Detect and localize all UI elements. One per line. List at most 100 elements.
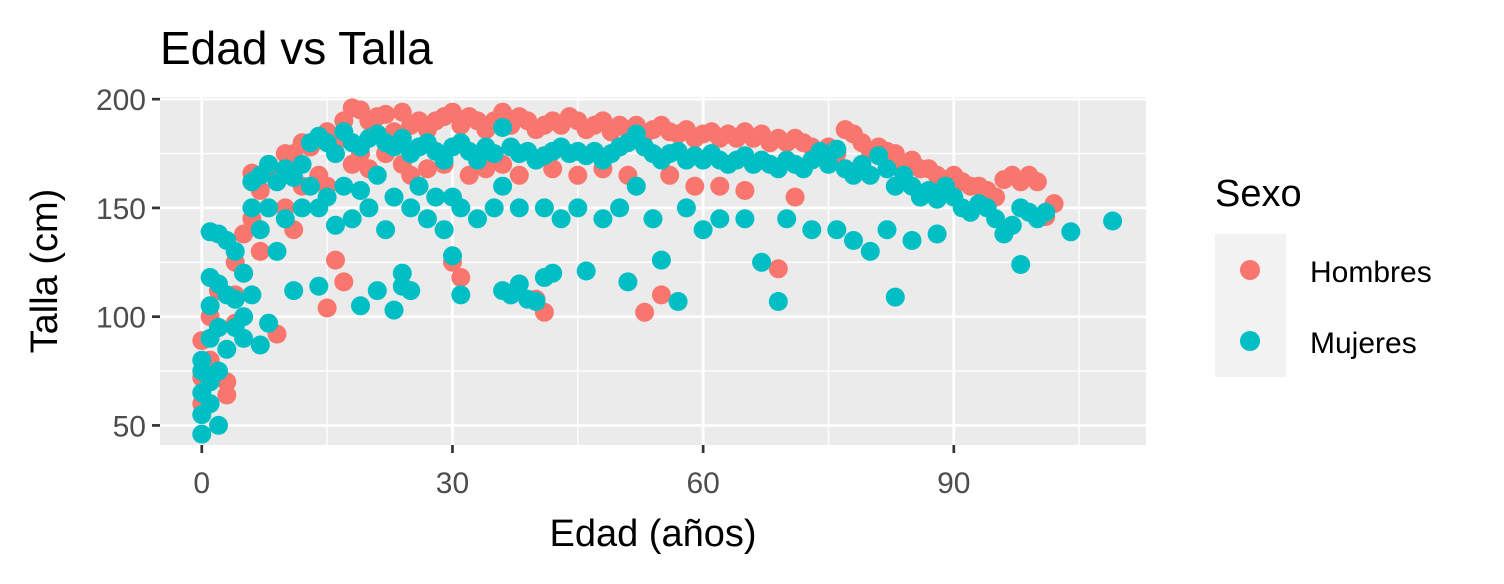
- data-point: [250, 241, 270, 261]
- y-tick-label: 200: [96, 84, 146, 117]
- data-point: [927, 224, 947, 244]
- data-point: [685, 176, 705, 196]
- data-point: [225, 289, 245, 309]
- data-point: [827, 139, 847, 159]
- data-point: [209, 361, 228, 381]
- data-point: [676, 198, 696, 218]
- data-point: [417, 209, 437, 229]
- data-point: [1002, 215, 1022, 235]
- data-point: [777, 209, 797, 229]
- data-point: [376, 104, 396, 124]
- data-point: [568, 165, 588, 185]
- data-point: [417, 159, 437, 179]
- x-tick-label: 0: [193, 467, 210, 500]
- legend-label-hombres: Hombres: [1310, 256, 1432, 289]
- axes: 0 30 60 90 50 100 150 200: [96, 84, 971, 500]
- data-point: [710, 176, 730, 196]
- data-point: [250, 335, 270, 355]
- y-tick-label: 100: [96, 302, 146, 335]
- data-point: [309, 276, 329, 296]
- data-point: [1061, 222, 1081, 242]
- data-point: [192, 424, 212, 444]
- data-point: [217, 339, 237, 359]
- data-point: [384, 187, 404, 207]
- data-point: [902, 231, 922, 250]
- data-point: [359, 198, 379, 218]
- data-point: [242, 285, 262, 305]
- data-point: [334, 176, 354, 196]
- data-point: [334, 272, 354, 292]
- data-point: [300, 176, 320, 196]
- data-point: [610, 198, 630, 218]
- data-point: [451, 198, 471, 218]
- data-point: [568, 198, 588, 218]
- data-point: [434, 220, 454, 240]
- data-point: [885, 287, 905, 307]
- data-point: [551, 209, 571, 229]
- data-point: [484, 198, 504, 218]
- data-point: [819, 154, 838, 174]
- data-point: [534, 198, 554, 218]
- data-point: [234, 328, 254, 348]
- data-point: [493, 176, 513, 196]
- data-point: [401, 198, 421, 218]
- legend-title: Sexo: [1215, 173, 1302, 215]
- data-point: [626, 176, 646, 196]
- data-point: [710, 209, 730, 229]
- data-point: [827, 220, 847, 240]
- data-point: [217, 385, 237, 405]
- data-point: [392, 128, 412, 148]
- data-point: [1036, 202, 1056, 222]
- data-point: [768, 259, 788, 279]
- data-point: [443, 246, 462, 266]
- legend-marker-hombres: [1240, 260, 1260, 280]
- data-point: [392, 263, 412, 283]
- data-point: [351, 181, 370, 200]
- data-point: [509, 198, 529, 218]
- data-point: [384, 300, 404, 320]
- data-point: [543, 263, 563, 283]
- data-point: [643, 209, 663, 229]
- data-point: [509, 274, 529, 294]
- data-point: [668, 292, 688, 311]
- data-point: [509, 165, 529, 185]
- data-point: [351, 296, 370, 316]
- data-point: [576, 261, 596, 281]
- data-point: [317, 298, 337, 318]
- data-point: [735, 209, 755, 229]
- data-point: [267, 241, 287, 261]
- series-mujeres: [192, 118, 1123, 444]
- data-point: [735, 181, 755, 200]
- data-point: [877, 159, 897, 179]
- data-point: [250, 220, 270, 240]
- data-point: [651, 285, 671, 305]
- data-point: [376, 220, 396, 240]
- legend-key-background: [1215, 234, 1286, 377]
- data-point: [200, 394, 220, 414]
- data-point: [200, 296, 220, 316]
- x-axis-label: Edad (años): [549, 513, 756, 555]
- data-point: [484, 144, 504, 164]
- data-point: [326, 144, 345, 164]
- data-point: [752, 252, 772, 272]
- data-point: [768, 292, 788, 311]
- data-point: [342, 209, 362, 229]
- data-point: [618, 272, 638, 292]
- data-point: [367, 165, 387, 185]
- data-point: [367, 281, 387, 301]
- data-point: [234, 263, 254, 283]
- data-point: [860, 165, 880, 185]
- data-point: [209, 318, 228, 337]
- data-point: [242, 198, 262, 218]
- y-tick-label: 50: [113, 410, 146, 443]
- data-point: [192, 350, 212, 370]
- data-point: [860, 241, 880, 261]
- data-point: [326, 215, 345, 235]
- data-point: [259, 198, 279, 218]
- data-point: [1011, 255, 1031, 274]
- data-point: [651, 250, 671, 270]
- x-tick-label: 30: [436, 467, 469, 500]
- data-point: [451, 268, 471, 287]
